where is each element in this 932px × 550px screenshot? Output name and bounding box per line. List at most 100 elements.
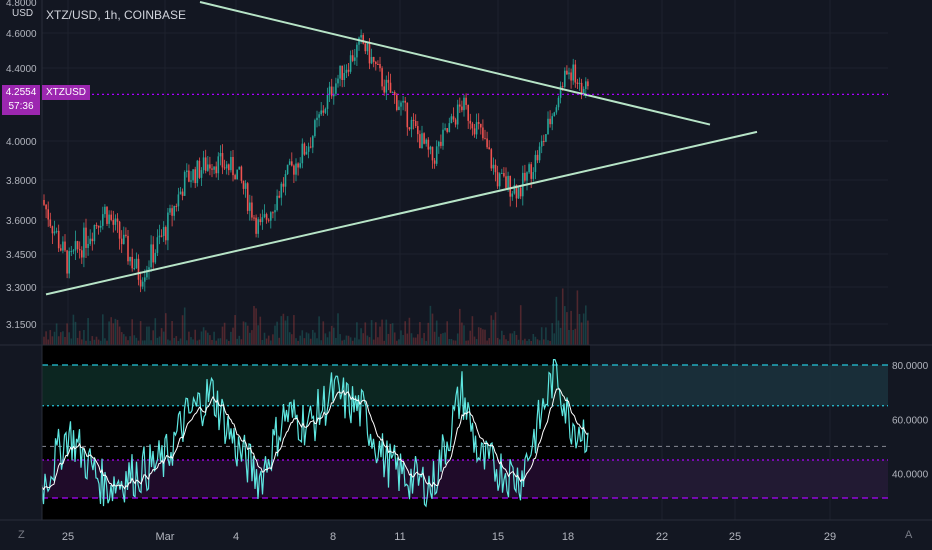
candle-body xyxy=(209,164,211,169)
candle-body xyxy=(106,206,108,224)
candle-body xyxy=(402,100,404,103)
candle-body xyxy=(72,250,75,252)
candle-body xyxy=(146,269,148,278)
candle-body xyxy=(333,93,335,97)
candle-body xyxy=(410,119,413,130)
candle-body xyxy=(70,251,73,253)
volume-bar xyxy=(351,340,354,345)
volume-bar xyxy=(435,320,438,345)
volume-bar xyxy=(391,323,394,345)
candle-body xyxy=(68,251,70,274)
candle-body xyxy=(186,170,188,172)
candle-body xyxy=(379,64,381,69)
volume-bar xyxy=(118,326,121,345)
volume-bar xyxy=(74,321,77,345)
candle-body xyxy=(43,200,45,205)
candle-body xyxy=(503,172,505,177)
volume-bar xyxy=(522,340,524,345)
volume-bar xyxy=(368,337,371,345)
volume-bar xyxy=(104,338,106,345)
volume-bar xyxy=(570,310,572,345)
volume-bar xyxy=(194,329,196,345)
candle-body xyxy=(578,82,581,84)
candle-body xyxy=(372,56,375,62)
volume-bar xyxy=(225,339,228,345)
volume-bar xyxy=(72,314,75,345)
volume-bar xyxy=(62,331,64,345)
volume-bar xyxy=(354,337,356,345)
volume-bar xyxy=(396,340,398,345)
candle-body xyxy=(576,82,579,84)
volume-bar xyxy=(43,336,45,345)
candle-body xyxy=(225,164,228,169)
candle-body xyxy=(261,217,264,223)
volume-bar xyxy=(181,315,184,345)
volume-bar xyxy=(274,325,276,345)
candle-body xyxy=(89,238,91,244)
time-tick-label: 29 xyxy=(824,531,836,543)
candle-body xyxy=(482,127,484,139)
volume-bar xyxy=(337,313,339,345)
candle-body xyxy=(519,187,522,197)
candle-body xyxy=(297,163,299,168)
rsi-line xyxy=(41,359,589,508)
volume-bar xyxy=(511,333,514,345)
rsi-background xyxy=(42,345,888,520)
symbol-title[interactable]: XTZ/USD, 1h, COINBASE xyxy=(46,8,187,22)
candle-body xyxy=(467,104,469,121)
candle-body xyxy=(543,141,545,143)
candle-body xyxy=(114,218,117,225)
volume-bar xyxy=(53,331,56,345)
volume-bar xyxy=(314,332,316,345)
volume-bar xyxy=(251,330,253,345)
volume-bar xyxy=(356,322,358,345)
volume-bar xyxy=(278,337,280,345)
volume-bar xyxy=(68,332,70,345)
volume-bar xyxy=(534,336,537,345)
candle-body xyxy=(240,166,243,181)
candle-body xyxy=(139,279,142,287)
volume-bar xyxy=(519,305,522,345)
volume-bar xyxy=(465,340,467,345)
candle-body xyxy=(60,248,62,251)
auto-scale-icon[interactable]: A xyxy=(905,529,913,541)
candle-body xyxy=(320,110,322,115)
candle-body xyxy=(295,163,297,175)
volume-bar xyxy=(270,340,272,345)
volume-bar xyxy=(179,338,182,345)
candle-body xyxy=(347,69,350,72)
volume-bar xyxy=(349,337,352,345)
volume-bar xyxy=(108,321,110,345)
candle-body xyxy=(200,170,203,178)
volume-bar xyxy=(284,320,287,345)
volume-bar xyxy=(125,336,127,345)
candle-body xyxy=(167,212,169,241)
volume-bar xyxy=(419,322,421,345)
candle-body xyxy=(341,65,343,81)
candle-body xyxy=(196,160,199,184)
candle-body xyxy=(255,217,257,234)
volume-bar xyxy=(257,325,259,345)
volume-bar xyxy=(249,332,251,345)
volume-bar xyxy=(358,339,360,345)
volume-bar xyxy=(425,340,427,345)
candle-body xyxy=(286,164,289,175)
timezone-icon[interactable]: Z xyxy=(18,529,25,541)
candle-body xyxy=(110,214,112,220)
volume-bar xyxy=(55,323,58,345)
volume-bar xyxy=(452,340,455,345)
volume-bar xyxy=(330,325,333,345)
volume-bar xyxy=(406,333,409,345)
candle-body xyxy=(267,219,270,221)
candle-body xyxy=(387,79,390,83)
volume-bar xyxy=(398,339,400,345)
volume-bar xyxy=(156,337,159,345)
candle-body xyxy=(188,170,190,182)
volume-bar xyxy=(228,340,230,345)
rsi-overbought-future xyxy=(590,365,888,406)
candle-body xyxy=(234,175,236,180)
candle-body xyxy=(459,104,461,107)
candle-body xyxy=(272,212,274,214)
candle-body xyxy=(538,146,541,161)
candle-body xyxy=(232,156,234,176)
